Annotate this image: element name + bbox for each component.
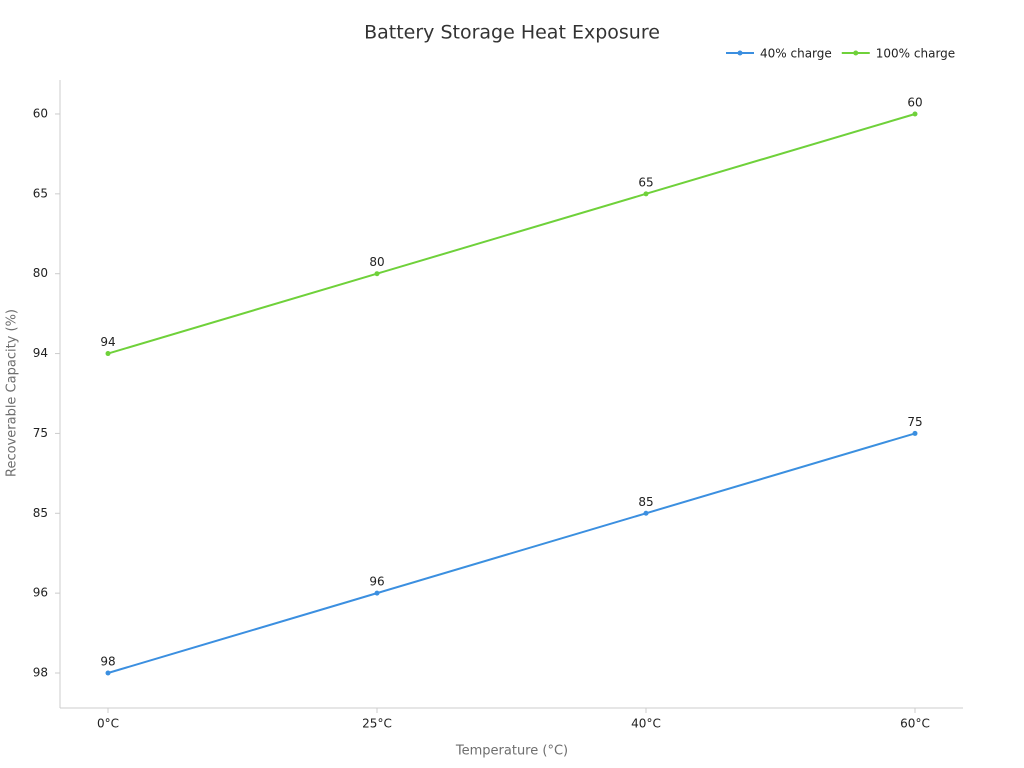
data-label: 98 bbox=[100, 655, 115, 669]
x-tick-label: 0°C bbox=[97, 717, 119, 731]
data-label: 94 bbox=[100, 335, 115, 349]
chart-title: Battery Storage Heat Exposure bbox=[364, 22, 660, 44]
legend-label: 100% charge bbox=[876, 47, 955, 61]
data-label: 60 bbox=[907, 95, 922, 109]
y-tick-label: 94 bbox=[33, 346, 48, 360]
series-line bbox=[107, 432, 916, 674]
data-point bbox=[374, 271, 380, 277]
y-tick-label: 80 bbox=[33, 266, 48, 280]
data-point bbox=[912, 111, 918, 117]
data-point bbox=[643, 510, 649, 516]
data-point bbox=[374, 590, 380, 596]
legend-label: 40% charge bbox=[760, 47, 832, 61]
y-tick-label: 60 bbox=[33, 106, 48, 120]
y-tick-label: 65 bbox=[33, 186, 48, 200]
data-label: 85 bbox=[638, 495, 653, 509]
x-tick-label: 25°C bbox=[362, 717, 392, 731]
x-tick-label: 40°C bbox=[631, 717, 661, 731]
data-label: 75 bbox=[907, 415, 922, 429]
data-label: 96 bbox=[369, 575, 384, 589]
x-axis-title: Temperature (°C) bbox=[455, 744, 568, 759]
y-tick-label: 85 bbox=[33, 506, 48, 520]
y-tick-label: 75 bbox=[33, 426, 48, 440]
legend-marker bbox=[737, 50, 743, 56]
data-point bbox=[643, 191, 649, 197]
data-label: 65 bbox=[638, 175, 653, 189]
x-tick-label: 60°C bbox=[900, 717, 930, 731]
series-line bbox=[107, 113, 916, 355]
data-point bbox=[912, 430, 918, 436]
legend-marker bbox=[853, 50, 859, 56]
y-tick-label: 98 bbox=[33, 666, 48, 680]
y-axis-title: Recoverable Capacity (%) bbox=[5, 309, 20, 477]
data-point bbox=[105, 670, 111, 676]
data-label: 80 bbox=[369, 255, 384, 269]
y-tick-label: 96 bbox=[33, 586, 48, 600]
data-point bbox=[105, 351, 111, 357]
